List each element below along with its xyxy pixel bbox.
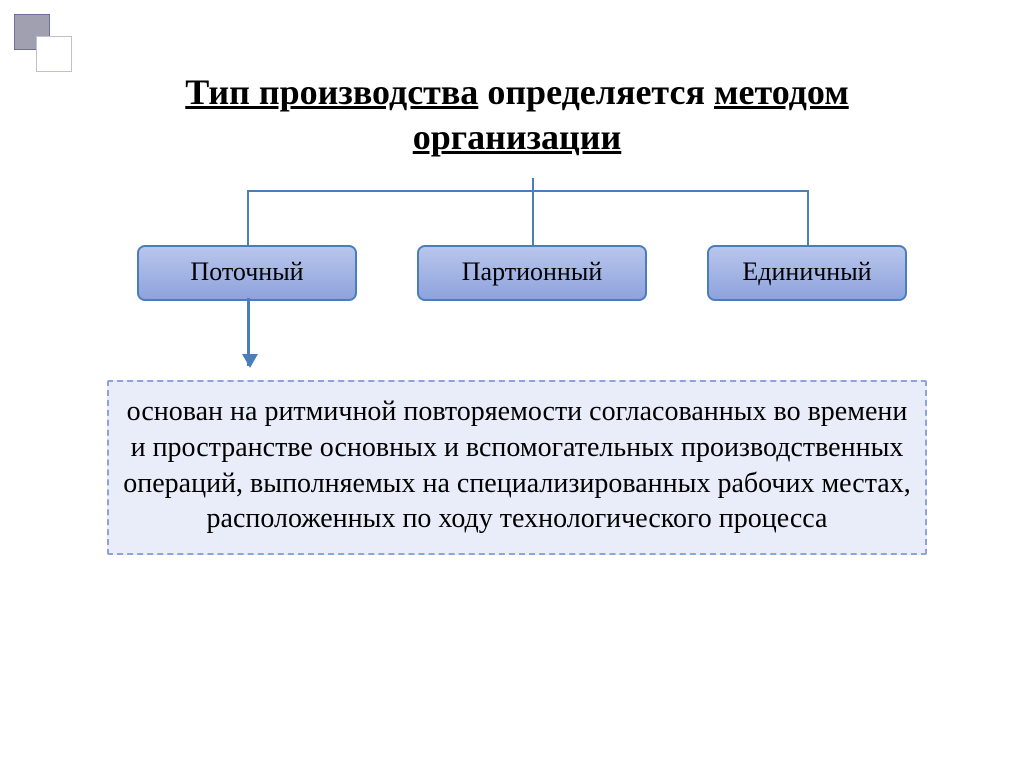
- title-underline-1: Тип производства: [185, 72, 478, 112]
- arrow-to-description: [247, 298, 250, 366]
- connector-root-stub: [532, 178, 534, 190]
- slide-content: Тип производства определяется методом ор…: [90, 70, 944, 555]
- connector-drop-2: [532, 190, 534, 245]
- node-batch-label: Партионный: [462, 257, 602, 286]
- connector-horizontal: [247, 190, 807, 192]
- title-mid: определяется: [478, 72, 714, 112]
- description-box: основан на ритмичной повторяемости согла…: [107, 380, 927, 555]
- node-single-label: Единичный: [742, 257, 871, 286]
- page-title: Тип производства определяется методом ор…: [90, 70, 944, 160]
- title-underline-3: организации: [413, 117, 622, 157]
- connector-drop-1: [247, 190, 249, 245]
- org-methods-diagram: Поточный Партионный Единичный: [107, 190, 927, 380]
- node-single: Единичный: [707, 245, 907, 301]
- node-flow-label: Поточный: [190, 257, 303, 286]
- node-batch: Партионный: [417, 245, 647, 301]
- connector-drop-3: [807, 190, 809, 245]
- corner-square-light: [36, 36, 72, 72]
- title-underline-2: методом: [714, 72, 849, 112]
- node-flow: Поточный: [137, 245, 357, 301]
- description-text: основан на ритмичной повторяемости согла…: [123, 396, 911, 534]
